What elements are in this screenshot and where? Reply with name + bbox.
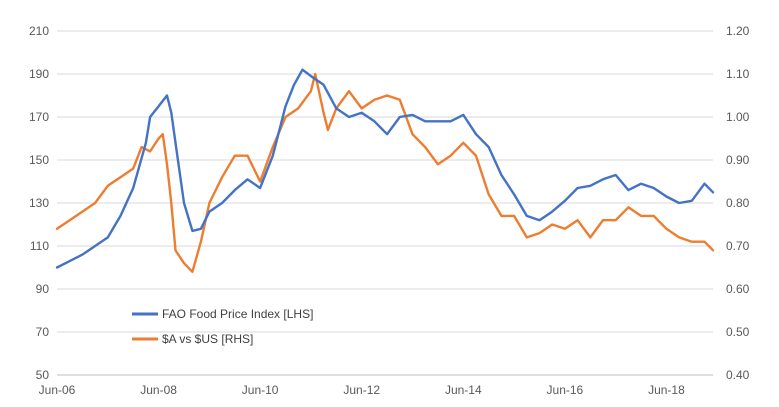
legend-label: $A vs $US [RHS] <box>162 332 253 346</box>
y-axis-right: 0.40 0.50 0.60 0.70 0.80 0.90 1.00 1.10 1.20 <box>726 24 750 382</box>
x-tick-label: Jun-06 <box>39 383 76 397</box>
y-axis-left: 50 70 90 110 130 150 170 190 210 <box>29 24 49 382</box>
y-left-tick-label: 70 <box>36 325 50 339</box>
gridlines <box>57 30 713 376</box>
y-left-tick-label: 110 <box>30 239 49 253</box>
series-line-2 <box>55 72 715 273</box>
series-line-1 <box>55 68 715 269</box>
legend-label: FAO Food Price Index [LHS] <box>162 307 313 321</box>
series-lines <box>55 68 715 273</box>
x-tick-label: Jun-16 <box>547 383 584 397</box>
y-right-tick-label: 1.10 <box>726 67 750 81</box>
x-tick-label: Jun-10 <box>242 383 279 397</box>
x-tick-label: Jun-14 <box>445 383 482 397</box>
y-right-tick-label: 0.40 <box>726 368 750 382</box>
y-left-tick-label: 190 <box>29 67 49 81</box>
y-right-tick-label: 0.50 <box>726 325 750 339</box>
x-tick-label: Jun-12 <box>343 383 380 397</box>
x-axis: Jun-06 Jun-08 Jun-10 Jun-12 Jun-14 Jun-16 Jun-… <box>39 383 685 397</box>
y-left-tick-label: 170 <box>29 110 49 124</box>
y-right-tick-label: 1.00 <box>726 110 750 124</box>
y-left-tick-label: 130 <box>29 196 49 210</box>
x-tick-label: Jun-18 <box>648 383 685 397</box>
y-left-tick-label: 150 <box>29 153 49 167</box>
y-right-tick-label: 0.70 <box>726 239 750 253</box>
y-right-tick-label: 0.90 <box>726 153 750 167</box>
legend: FAO Food Price Index [LHS] $A vs $US [RHS… <box>132 307 313 346</box>
y-left-tick-label: 210 <box>29 24 49 38</box>
y-right-tick-label: 1.20 <box>726 24 750 38</box>
y-right-tick-label: 0.80 <box>726 196 750 210</box>
y-left-tick-label: 50 <box>36 368 50 382</box>
x-tick-label: Jun-08 <box>140 383 177 397</box>
y-left-tick-label: 90 <box>36 282 50 296</box>
y-right-tick-label: 0.60 <box>726 282 750 296</box>
